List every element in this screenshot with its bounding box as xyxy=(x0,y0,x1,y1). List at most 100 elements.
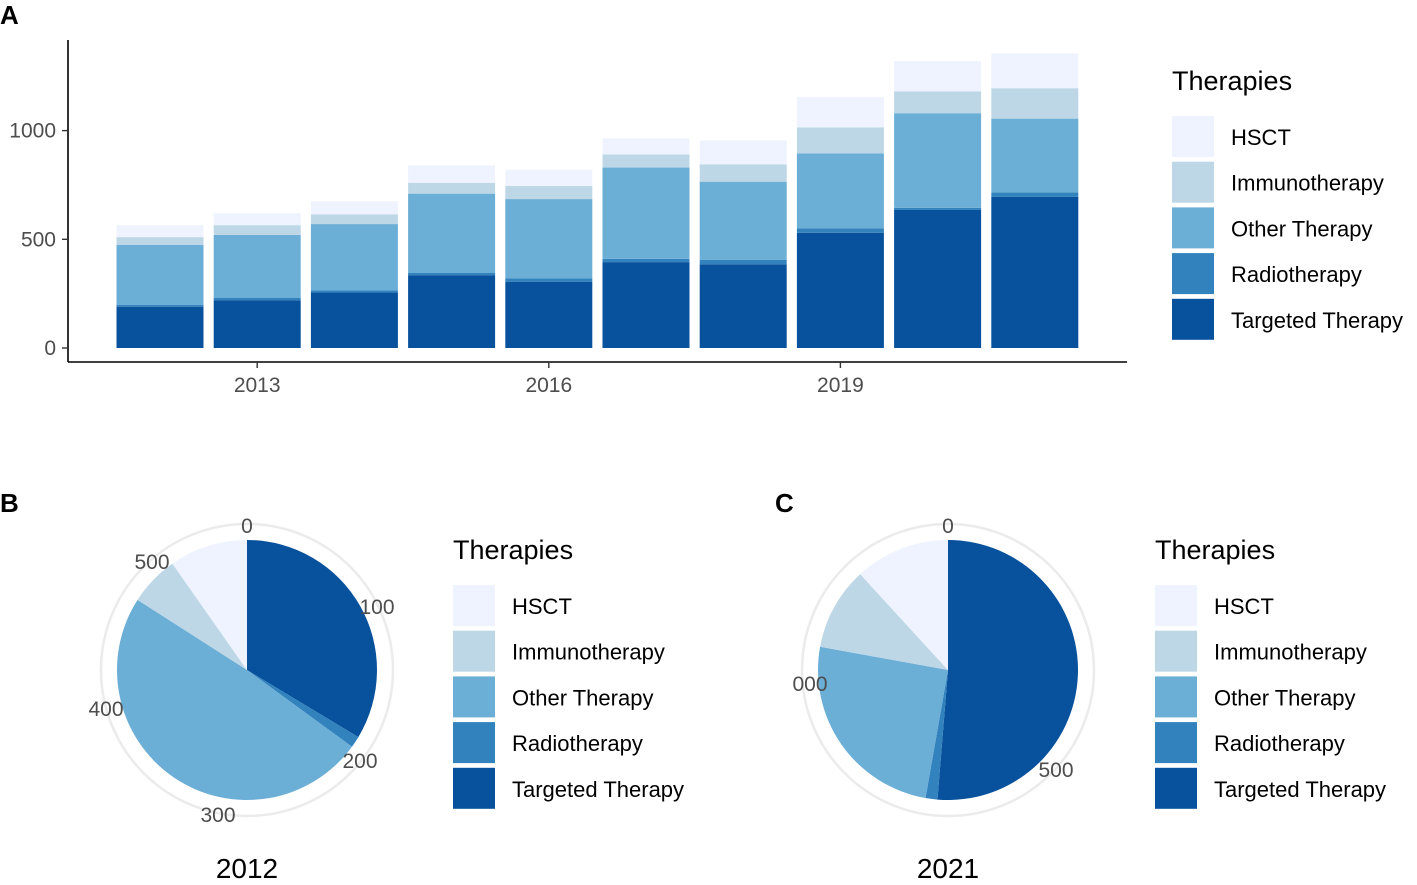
bar-immunotherapy-2012 xyxy=(116,237,204,245)
x-tick-label-2016: 2016 xyxy=(525,374,572,397)
legend-swatch-immunotherapy xyxy=(1155,630,1197,672)
legend-label-hsct: HSCT xyxy=(512,594,572,619)
bar-legend: Therapies HSCT Immunotherapy Other Therapy R… xyxy=(1172,66,1403,340)
legend-label-radiotherapy: Radiotherapy xyxy=(512,731,643,756)
bar-immunotherapy-2019 xyxy=(796,127,884,154)
bar-immunotherapy-2021 xyxy=(991,88,1079,119)
bar-radiotherapy-2015 xyxy=(408,272,496,276)
legend-swatch-other-therapy xyxy=(1172,207,1214,249)
legend-swatch-immunotherapy xyxy=(1172,161,1214,203)
pie-slice-immunotherapy xyxy=(137,563,247,670)
bar-other-therapy-2014 xyxy=(310,224,398,291)
legend-label-immunotherapy: Immunotherapy xyxy=(1214,640,1367,665)
bar-radiotherapy-2019 xyxy=(796,228,884,233)
pie-slice-targeted-therapy xyxy=(937,540,1078,801)
bar-targeted-therapy-2014 xyxy=(310,292,398,348)
bar-radiotherapy-2020 xyxy=(894,207,982,210)
legend-label-hsct: HSCT xyxy=(1231,125,1291,150)
pie-caption-2012: 2012 xyxy=(216,853,278,884)
bar-hsct-2019 xyxy=(796,96,884,128)
legend-label-hsct: HSCT xyxy=(1214,594,1274,619)
bar-hsct-2018 xyxy=(699,140,787,165)
bar-other-therapy-2017 xyxy=(602,167,690,259)
bar-hsct-2020 xyxy=(894,61,982,92)
legend-title: Therapies xyxy=(453,535,573,565)
x-tick-label-2013: 2013 xyxy=(234,374,281,397)
legend-label-other-therapy: Other Therapy xyxy=(1231,216,1372,241)
legend-label-immunotherapy: Immunotherapy xyxy=(512,640,665,665)
bar-hsct-2015 xyxy=(408,165,496,183)
bar-targeted-therapy-2012 xyxy=(116,306,204,348)
panel-letter-b: B xyxy=(0,488,19,518)
bar-radiotherapy-2014 xyxy=(310,290,398,293)
panel-letter-c: C xyxy=(775,488,794,518)
bar-radiotherapy-2012 xyxy=(116,304,204,307)
polar-tick-label: 500 xyxy=(1038,759,1073,782)
legend-swatch-hsct xyxy=(453,585,495,626)
pie-slice-radiotherapy xyxy=(247,670,359,747)
bar-hsct-2012 xyxy=(116,225,204,238)
pie-slice-hsct xyxy=(860,540,948,670)
pie-slice-immunotherapy xyxy=(820,574,948,670)
legend-title: Therapies xyxy=(1172,66,1292,96)
bar-radiotherapy-2017 xyxy=(602,258,690,263)
polar-grid-ring xyxy=(800,522,1096,818)
bar-radiotherapy-2016 xyxy=(505,278,593,282)
bar-hsct-2014 xyxy=(310,201,398,215)
pie-chart-2012: 0 100 200 300 400 500 2012 Therapies HSCT Immunot… xyxy=(88,515,684,884)
legend-label-immunotherapy: Immunotherapy xyxy=(1231,171,1384,196)
bar-other-therapy-2015 xyxy=(408,193,496,273)
pie-slice-other-therapy xyxy=(117,599,352,800)
polar-tick-label: 0 xyxy=(942,515,954,538)
bar-immunotherapy-2014 xyxy=(310,214,398,225)
legend-label-other-therapy: Other Therapy xyxy=(512,685,653,710)
bar-axes: 0 500 1000 2013 2016 2019 xyxy=(9,120,863,397)
polar-grid-ring xyxy=(99,522,395,818)
y-tick-label-1000: 1000 xyxy=(9,120,56,143)
bar-targeted-therapy-2017 xyxy=(602,262,690,348)
bar-hsct-2017 xyxy=(602,138,690,155)
legend-swatch-other-therapy xyxy=(453,676,495,718)
pie-slice-radiotherapy xyxy=(925,670,948,800)
legend-swatch-hsct xyxy=(1172,116,1214,157)
y-tick-label-0: 0 xyxy=(44,337,56,360)
pie-chart-2021: 0 500 000 2021 Therapies HSCT Immunotherapy Oth… xyxy=(792,515,1386,884)
bar-targeted-therapy-2021 xyxy=(991,196,1079,348)
bar-immunotherapy-2018 xyxy=(699,164,787,182)
polar-tick-label: 400 xyxy=(88,698,123,721)
legend-label-targeted-therapy: Targeted Therapy xyxy=(512,777,684,802)
bar-other-therapy-2019 xyxy=(796,153,884,229)
bar-other-therapy-2020 xyxy=(894,113,982,208)
polar-tick-label: 300 xyxy=(200,804,235,827)
legend-swatch-radiotherapy xyxy=(453,722,495,764)
bar-other-therapy-2012 xyxy=(116,244,204,305)
bar-immunotherapy-2017 xyxy=(602,154,690,168)
bar-targeted-therapy-2013 xyxy=(213,300,301,348)
legend-swatch-radiotherapy xyxy=(1172,253,1214,295)
legend-label-other-therapy: Other Therapy xyxy=(1214,685,1355,710)
bar-targeted-therapy-2019 xyxy=(796,232,884,348)
bar-hsct-2016 xyxy=(505,169,593,187)
bar-targeted-therapy-2020 xyxy=(894,209,982,348)
bar-radiotherapy-2018 xyxy=(699,259,787,265)
bar-radiotherapy-2013 xyxy=(213,297,301,301)
polar-tick-label: 100 xyxy=(359,596,394,619)
legend-swatch-immunotherapy xyxy=(453,630,495,672)
legend-swatch-other-therapy xyxy=(1155,676,1197,718)
stacked-bar-chart: 0 500 1000 2013 2016 2019 Therapies HSCT Immuno… xyxy=(9,40,1403,397)
bar-hsct-2013 xyxy=(213,213,301,226)
polar-tick-label: 200 xyxy=(342,750,377,773)
bar-immunotherapy-2013 xyxy=(213,225,301,235)
bar-immunotherapy-2020 xyxy=(894,91,982,114)
bar-targeted-therapy-2016 xyxy=(505,281,593,348)
legend-label-radiotherapy: Radiotherapy xyxy=(1231,262,1362,287)
legend-label-radiotherapy: Radiotherapy xyxy=(1214,731,1345,756)
legend-swatch-radiotherapy xyxy=(1155,722,1197,764)
pie-slice-hsct xyxy=(172,540,247,670)
pie-caption-2021: 2021 xyxy=(917,853,979,884)
bar-other-therapy-2021 xyxy=(991,118,1079,193)
legend-label-targeted-therapy: Targeted Therapy xyxy=(1214,777,1386,802)
bar-targeted-therapy-2015 xyxy=(408,275,496,348)
legend-title: Therapies xyxy=(1155,535,1275,565)
